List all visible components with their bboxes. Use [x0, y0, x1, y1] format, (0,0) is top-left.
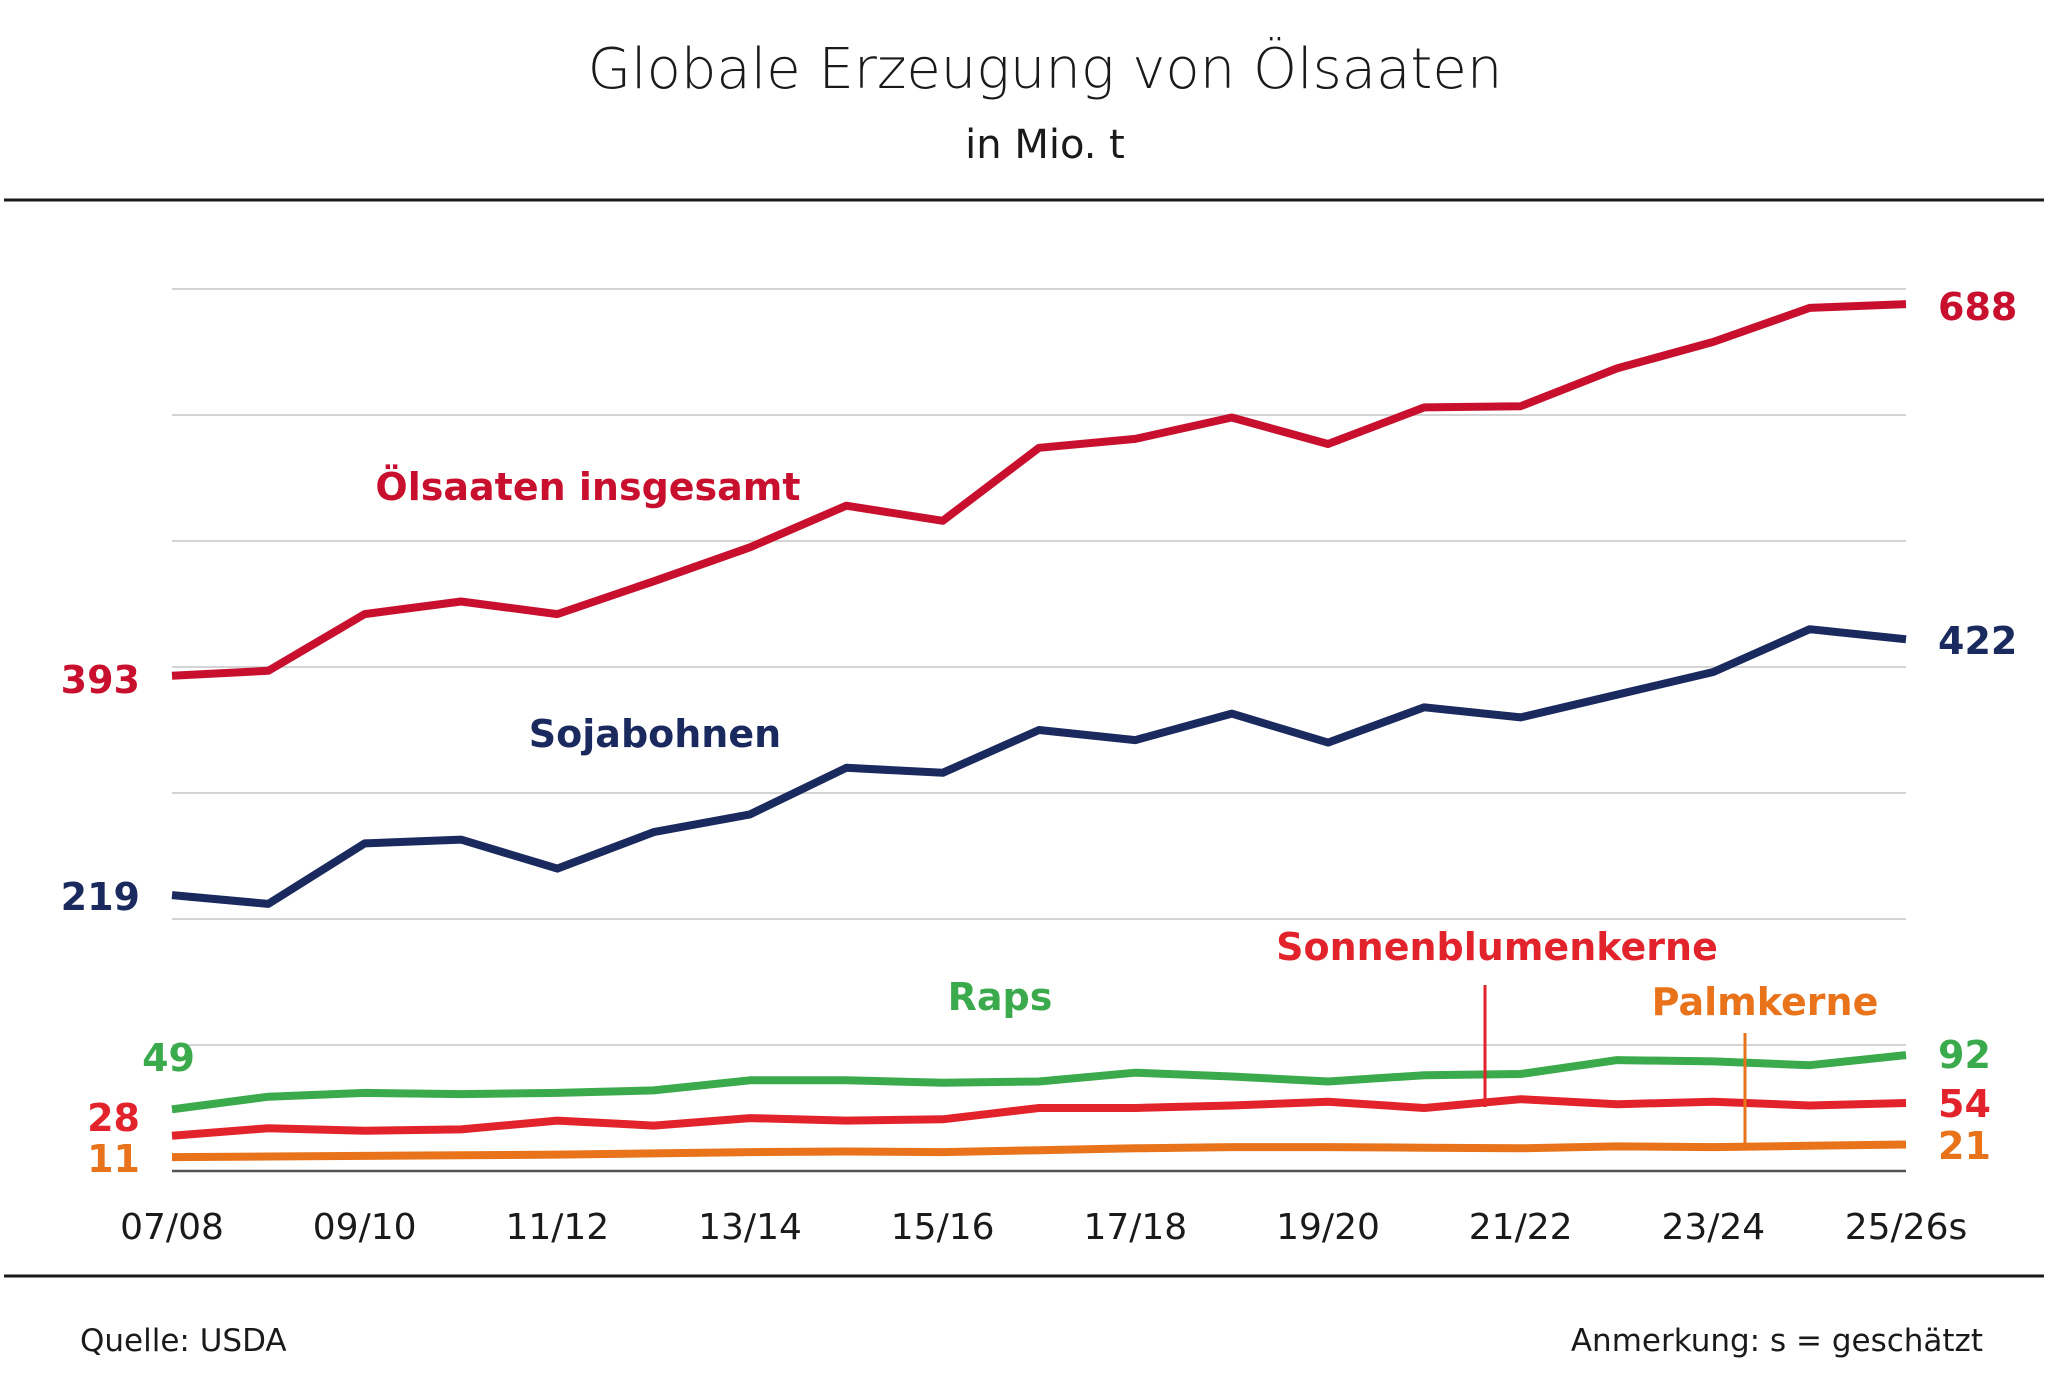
labels: 07/08 09/10 11/12 13/14 15/16 17/18 19/20 21/22…: [61, 285, 2018, 1248]
gridlines: [172, 288, 1906, 1173]
x-tick-label: 09/10: [313, 1207, 417, 1248]
start-value-label: 11: [87, 1137, 140, 1181]
series-name-label: Raps: [948, 975, 1053, 1019]
x-tick-label: 21/22: [1469, 1207, 1573, 1248]
x-tick-label: 17/18: [1083, 1207, 1187, 1248]
x-tick-label: 13/14: [698, 1207, 802, 1248]
series-line-sonnenblumenkerne: [171, 1095, 1907, 1140]
x-tick-label: 07/08: [120, 1207, 224, 1248]
series-name-label: Sonnenblumenkerne: [1276, 925, 1718, 969]
x-tick-label: 15/16: [891, 1207, 995, 1248]
annotation-note: Anmerkung: s = geschätzt: [1571, 1323, 1983, 1359]
end-value-label: 21: [1938, 1124, 1991, 1168]
series-line-sojabohnen: [171, 625, 1907, 908]
end-value-label: 92: [1938, 1033, 1991, 1077]
series-lines: [171, 300, 1907, 1162]
start-value-label: 219: [61, 875, 140, 919]
series-name-label: Ölsaaten insgesamt: [375, 465, 800, 509]
x-tick-label: 23/24: [1661, 1207, 1765, 1248]
x-tick-label: 19/20: [1276, 1207, 1380, 1248]
series-name-label: Sojabohnen: [529, 712, 781, 756]
start-value-label: 49: [142, 1036, 195, 1080]
source-note: Quelle: USDA: [80, 1323, 287, 1359]
series-line-raps: [171, 1051, 1907, 1114]
end-value-label: 422: [1938, 619, 2017, 663]
series-line-palmkerne: [171, 1140, 1907, 1162]
x-tick-label: 11/12: [505, 1207, 609, 1248]
series-line-olsaaten-insgesamt: [171, 300, 1907, 680]
end-value-label: 688: [1938, 285, 2017, 329]
chart-subtitle: in Mio. t: [965, 122, 1125, 168]
x-tick-label: 25/26s: [1845, 1207, 1968, 1248]
start-value-label: 28: [87, 1096, 140, 1140]
start-value-label: 393: [61, 658, 140, 702]
chart-title: Globale Erzeugung von Ölsaaten: [588, 37, 1503, 102]
end-value-label: 54: [1938, 1082, 1991, 1126]
series-name-label: Palmkerne: [1652, 980, 1879, 1024]
